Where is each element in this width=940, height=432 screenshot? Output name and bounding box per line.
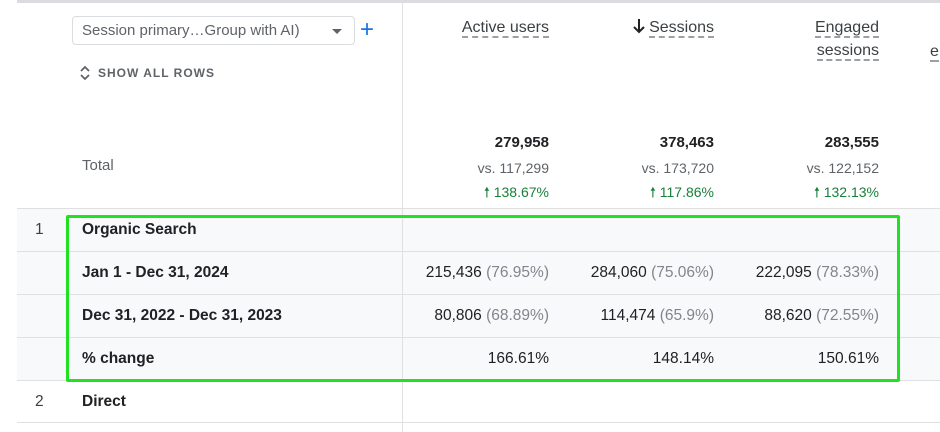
cell-percent: (65.9%) (659, 307, 714, 324)
cell-percent: (75.06%) (651, 264, 714, 281)
cell-value: 222,095 (755, 264, 812, 281)
row-label: % change (82, 350, 155, 367)
highlight-box (66, 215, 900, 382)
total-compare: vs. 173,720 (641, 160, 714, 176)
dimension-selector-label: Session primary…Group with AI) (82, 22, 300, 39)
row-label: Direct (82, 393, 126, 410)
column-header-partial[interactable]: e (930, 43, 939, 62)
cell-value: 88,620 (764, 307, 812, 324)
cell-value: 284,060 (590, 264, 647, 281)
total-sessions: 378,463 vs. 173,720 🠕 117.86% (564, 134, 714, 206)
total-value: 378,463 (659, 134, 714, 151)
column-header-sessions[interactable]: Sessions (564, 16, 714, 39)
column-divider (402, 208, 403, 432)
total-compare: vs. 117,299 (477, 160, 549, 176)
column-header-engaged-sessions[interactable]: Engaged sessions (729, 16, 879, 62)
dimension-selector[interactable]: Session primary…Group with AI) (72, 16, 355, 45)
total-value: 283,555 (824, 134, 879, 151)
add-dimension-button[interactable]: + (360, 16, 375, 43)
table-row-current-period: Jan 1 - Dec 31, 2024 215,436 (76.95%) 28… (17, 252, 940, 295)
header-label-line1: Engaged (814, 19, 879, 38)
row-label: Jan 1 - Dec 31, 2024 (82, 264, 229, 281)
table-row-percent-change: % change 166.61% 148.14% 150.61% (17, 338, 940, 381)
total-change: 117.86% (659, 184, 714, 200)
total-engaged-sessions: 283,555 vs. 122,152 🠕 132.13% (729, 134, 879, 206)
expand-collapse-icon (80, 65, 90, 81)
cell-value: 166.61% (487, 350, 549, 367)
total-change: 132.13% (823, 184, 879, 200)
show-all-rows-label: SHOW ALL ROWS (98, 66, 215, 80)
header-label: Sessions (649, 19, 714, 38)
header-label: Active users (461, 19, 549, 38)
show-all-rows-button[interactable]: SHOW ALL ROWS (80, 65, 215, 81)
arrow-up-icon: 🠕 (649, 184, 660, 200)
table-row-direct[interactable]: 2 Direct (17, 381, 940, 423)
cell-value: 80,806 (434, 307, 482, 324)
total-compare: vs. 122,152 (806, 160, 879, 176)
cell-percent: (68.89%) (486, 307, 549, 324)
row-index: 2 (35, 393, 44, 410)
row-index: 1 (35, 221, 44, 238)
cell-value: 114,474 (600, 307, 656, 324)
total-change: 138.67% (493, 184, 549, 200)
cell-value: 150.61% (817, 350, 879, 367)
arrow-up-icon: 🠕 (483, 184, 494, 200)
cell-value: 215,436 (425, 264, 482, 281)
cell-percent: (76.95%) (486, 264, 549, 281)
header-label-line2: sessions (816, 42, 879, 61)
cell-value: 148.14% (652, 350, 714, 367)
sort-descending-icon (633, 19, 645, 34)
total-value: 279,958 (494, 134, 549, 151)
table-top-border (17, 0, 940, 3)
row-label: Organic Search (82, 221, 197, 238)
total-label: Total (82, 157, 114, 174)
dropdown-caret-icon (332, 29, 342, 34)
arrow-up-icon: 🠕 (813, 184, 824, 200)
column-header-active-users[interactable]: Active users (399, 16, 549, 39)
cell-percent: (72.55%) (816, 307, 879, 324)
cell-percent: (78.33%) (816, 264, 879, 281)
table-row-previous-period: Dec 31, 2022 - Dec 31, 2023 80,806 (68.8… (17, 295, 940, 338)
total-active-users: 279,958 vs. 117,299 🠕 138.67% (399, 134, 549, 206)
row-label: Dec 31, 2022 - Dec 31, 2023 (82, 307, 282, 324)
